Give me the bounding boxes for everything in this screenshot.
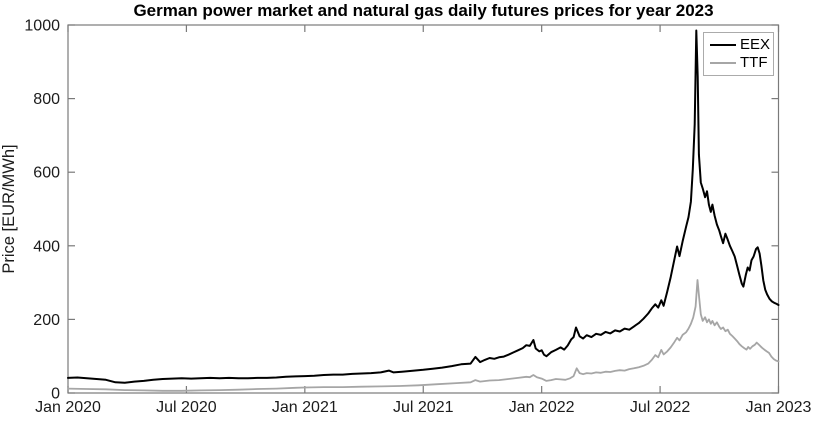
legend-item-eex: EEX xyxy=(710,36,773,54)
legend-label-eex: EEX xyxy=(740,36,771,53)
eex-line-swatch xyxy=(710,44,736,46)
axes-frame xyxy=(67,24,780,394)
y-tick-label: 200 xyxy=(33,312,60,329)
x-tick-label: Jan 2021 xyxy=(272,399,338,416)
x-tick-label: Jan 2020 xyxy=(35,399,101,416)
y-tick-label: 600 xyxy=(33,165,60,182)
legend: EEX TTF xyxy=(703,32,774,76)
y-tick-label: 400 xyxy=(33,238,60,255)
ttf-line-swatch xyxy=(710,62,736,64)
series-line-ttf xyxy=(67,279,780,392)
x-tick-label: Jan 2023 xyxy=(746,399,812,416)
chart-title: German power market and natural gas dail… xyxy=(133,1,714,20)
y-tick-label: 0 xyxy=(51,386,60,403)
y-tick-label: 800 xyxy=(33,91,60,108)
x-tick-label: Jul 2021 xyxy=(393,399,454,416)
y-tick-label: 1000 xyxy=(24,18,60,35)
x-tick-label: Jan 2022 xyxy=(509,399,575,416)
x-tick-label: Jul 2020 xyxy=(156,399,217,416)
legend-label-ttf: TTF xyxy=(740,54,768,71)
series-line-eex xyxy=(67,29,780,384)
legend-item-ttf: TTF xyxy=(710,54,773,72)
x-tick-label: Jul 2022 xyxy=(630,399,691,416)
